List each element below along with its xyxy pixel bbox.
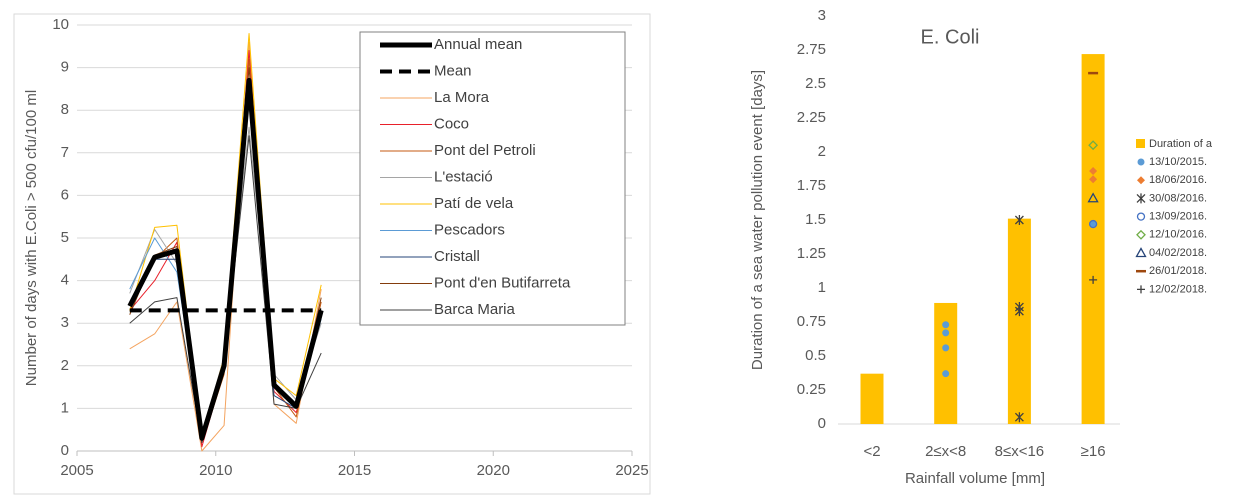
series-line — [129, 41, 322, 452]
legend-marker — [1136, 229, 1146, 240]
legend-label: 12/02/2018. — [1149, 283, 1207, 295]
series-line — [129, 88, 322, 435]
x-axis-label: Rainfall volume [mm] — [905, 470, 1045, 487]
point — [1089, 167, 1098, 176]
point — [1088, 140, 1099, 151]
series-line — [129, 67, 322, 439]
legend-label: Pescadors — [434, 221, 505, 238]
legend-label: Cristall — [434, 248, 480, 265]
point — [1089, 275, 1098, 284]
legend-label: Coco — [434, 115, 469, 132]
legend-label: 04/02/2018. — [1149, 247, 1207, 259]
y-tick-label: 1 — [818, 279, 826, 296]
legend-label: 13/09/2016. — [1149, 211, 1207, 223]
point — [1088, 219, 1098, 229]
series-line — [127, 77, 324, 441]
y-tick-label: 2.5 — [805, 75, 826, 92]
legend-marker — [1135, 247, 1147, 258]
y-axis-label: Duration of a sea water pollution event … — [749, 70, 766, 370]
chart-title: E. Coli — [921, 26, 980, 48]
y-tick-label: 0 — [61, 442, 69, 459]
y-tick-label: 2 — [818, 143, 826, 160]
legend-label: Mean — [434, 62, 472, 79]
y-tick-label: 0 — [818, 415, 826, 432]
y-tick-label: 6 — [61, 186, 69, 203]
legend-marker — [1136, 212, 1146, 221]
legend-label: Patí de vela — [434, 195, 514, 212]
y-tick-label: 1.5 — [805, 211, 826, 228]
legend-label: 18/06/2016. — [1149, 174, 1207, 186]
point — [942, 344, 950, 352]
bar — [1007, 218, 1031, 424]
legend-swatch — [1136, 139, 1145, 148]
y-tick-label: 3 — [818, 7, 826, 24]
point — [1087, 192, 1099, 203]
point — [942, 321, 950, 329]
y-tick-label: 1.75 — [797, 177, 826, 194]
x-tick-label: 2005 — [60, 462, 93, 479]
x-tick-label: 8≤x<16 — [995, 443, 1045, 460]
legend-label: 12/10/2016. — [1149, 229, 1207, 241]
x-tick-label: <2 — [863, 443, 880, 460]
chart-border — [13, 13, 651, 495]
bar — [860, 373, 884, 424]
bar — [1081, 54, 1105, 425]
legend-label: Pont d'en Butifarreta — [434, 274, 571, 291]
y-tick-label: 2.75 — [797, 41, 826, 58]
y-tick-label: 2.25 — [797, 109, 826, 126]
legend-label: 30/08/2016. — [1149, 192, 1207, 204]
x-tick-label: 2015 — [338, 462, 371, 479]
legend-label: 13/10/2015. — [1149, 156, 1207, 168]
series-line — [129, 96, 322, 439]
x-tick-label: 2010 — [199, 462, 232, 479]
legend-marker — [1136, 193, 1146, 204]
legend-label: Duration of a — [1149, 138, 1213, 150]
legend-label: L'estació — [434, 168, 493, 185]
y-tick-label: 9 — [61, 59, 69, 76]
legend-label: Barca Maria — [434, 301, 516, 318]
y-axis-label: Number of days with E.Coli > 500 cfu/100… — [23, 90, 40, 386]
bar — [934, 302, 958, 424]
y-tick-label: 8 — [61, 101, 69, 118]
legend-box — [359, 31, 626, 326]
y-tick-label: 10 — [52, 16, 69, 33]
point — [1089, 175, 1098, 184]
legend-label: 26/01/2018. — [1149, 265, 1207, 277]
point — [1014, 412, 1024, 423]
y-tick-label: 4 — [61, 272, 69, 289]
y-tick-label: 1.25 — [797, 245, 826, 262]
legend-label: Pont del Petroli — [434, 142, 536, 159]
series-line — [129, 58, 322, 443]
y-tick-label: 0.75 — [797, 313, 826, 330]
y-tick-label: 0.5 — [805, 347, 826, 364]
x-tick-label: 2≤x<8 — [925, 443, 966, 460]
point — [942, 329, 950, 337]
legend-label: La Mora — [434, 89, 490, 106]
point — [942, 370, 950, 378]
legend-marker — [1137, 285, 1145, 294]
y-tick-label: 2 — [61, 357, 69, 374]
y-tick-label: 1 — [61, 399, 69, 416]
y-tick-label: 0.25 — [797, 381, 826, 398]
legend-marker — [1137, 158, 1145, 166]
legend-label: Annual mean — [434, 36, 522, 53]
y-tick-label: 7 — [61, 144, 69, 161]
point — [1014, 306, 1024, 317]
point — [1089, 220, 1097, 228]
x-tick-label: 2025 — [615, 462, 648, 479]
x-tick-label: 2020 — [477, 462, 510, 479]
point — [1014, 215, 1024, 225]
y-tick-label: 5 — [61, 229, 69, 246]
legend-marker — [1137, 176, 1145, 185]
x-tick-label: ≥16 — [1081, 443, 1106, 460]
y-tick-label: 3 — [61, 314, 69, 331]
